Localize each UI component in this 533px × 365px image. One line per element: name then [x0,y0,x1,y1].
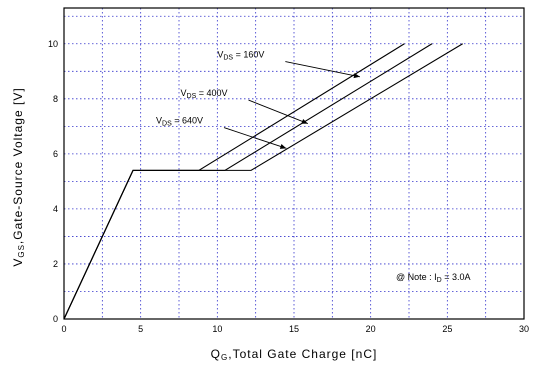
y-tick-label: 2 [53,259,58,269]
y-tick-label: 10 [48,39,58,49]
y-tick-label: 4 [53,204,58,214]
annotation-arrow-3 [223,127,287,149]
tick-labels: 0 5 10 15 20 25 30 0 2 4 6 8 10 [48,39,529,334]
y-axis-title: VGS,Gate-Source Voltage [V] [11,87,26,266]
x-tick-label: 10 [212,324,222,334]
x-axis-title: QG,Total Gate Charge [nC] [211,347,378,362]
x-tick-label: 30 [519,324,529,334]
x-tick-label: 25 [442,324,452,334]
plot-frame [63,7,525,320]
series-lines [63,43,463,320]
arrowhead-3 [279,143,287,149]
annotation-arrow-1 [285,61,361,78]
series-label-1: VDS = 160V [217,50,264,62]
test-condition-note: @ Note : ID = 3.0A [396,272,471,284]
grid-lines [64,8,524,319]
x-tick-label: 0 [61,324,66,334]
y-tick-label: 8 [53,94,58,104]
x-tick-label: 20 [366,324,376,334]
series-label-3: VDS = 640V [156,116,203,128]
x-tick-label: 5 [138,324,143,334]
y-tick-label: 0 [53,314,58,324]
arrowhead-1 [353,73,360,79]
series-line-3 [63,43,463,320]
y-tick-label: 6 [53,149,58,159]
annotations: VDS = 160V VDS = 400V VDS = 640V [156,50,361,149]
annotation-arrow-2 [248,99,308,125]
series-label-2: VDS = 400V [181,88,228,100]
x-tick-label: 15 [289,324,299,334]
arrowhead-2 [301,118,308,124]
